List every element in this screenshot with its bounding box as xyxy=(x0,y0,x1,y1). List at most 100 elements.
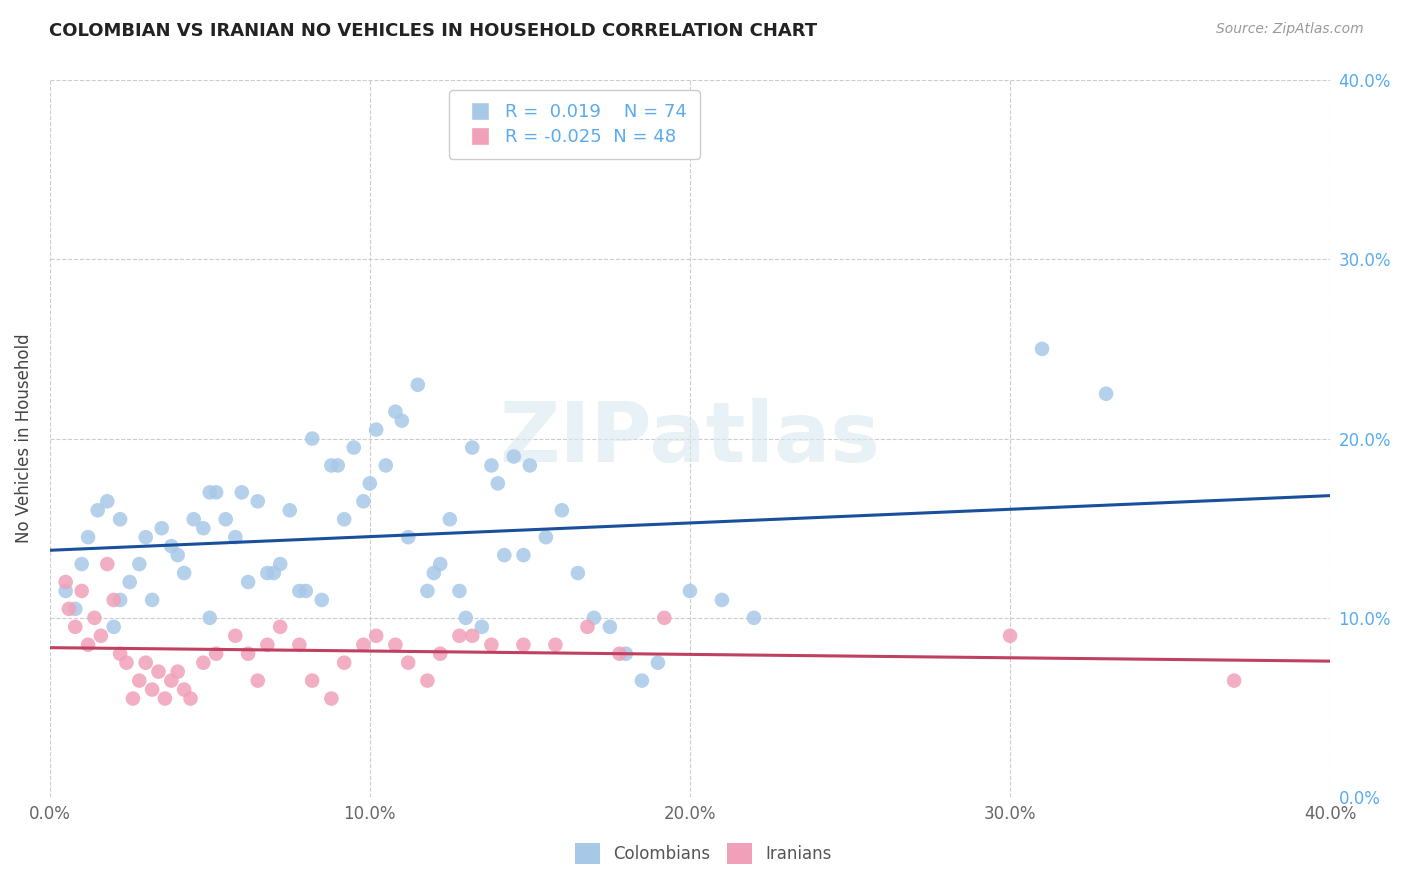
Point xyxy=(108,647,131,661)
Point xyxy=(471,620,494,634)
Point xyxy=(153,691,176,706)
Point xyxy=(512,548,534,562)
Point xyxy=(326,458,349,473)
Point xyxy=(269,620,291,634)
Point xyxy=(246,494,269,508)
Point xyxy=(288,638,311,652)
Point xyxy=(231,485,253,500)
Point xyxy=(1223,673,1246,688)
Point xyxy=(128,673,150,688)
Point xyxy=(449,629,471,643)
Point xyxy=(65,620,87,634)
Point xyxy=(609,647,631,661)
Point xyxy=(77,530,100,544)
Point xyxy=(135,656,157,670)
Point xyxy=(103,593,125,607)
Point xyxy=(429,647,451,661)
Point xyxy=(416,673,439,688)
Point xyxy=(449,584,471,599)
Point xyxy=(122,691,145,706)
Point xyxy=(58,602,80,616)
Point xyxy=(55,574,77,589)
Point xyxy=(652,611,675,625)
Point xyxy=(576,620,599,634)
Point xyxy=(391,414,413,428)
Point xyxy=(256,638,278,652)
Point xyxy=(396,656,419,670)
Point xyxy=(998,629,1021,643)
Point xyxy=(333,512,356,526)
Point xyxy=(567,566,589,580)
Point xyxy=(647,656,669,670)
Text: Source: ZipAtlas.com: Source: ZipAtlas.com xyxy=(1216,22,1364,37)
Point xyxy=(118,574,141,589)
Point xyxy=(141,593,163,607)
Point xyxy=(454,611,477,625)
Point xyxy=(461,441,484,455)
Point xyxy=(173,566,195,580)
Point xyxy=(614,647,637,661)
Point xyxy=(263,566,285,580)
Point xyxy=(321,691,343,706)
Point xyxy=(135,530,157,544)
Point xyxy=(236,574,259,589)
Point xyxy=(534,530,557,544)
Point xyxy=(55,584,77,599)
Point xyxy=(205,485,228,500)
Point xyxy=(544,638,567,652)
Point xyxy=(160,539,183,553)
Text: COLOMBIAN VS IRANIAN NO VEHICLES IN HOUSEHOLD CORRELATION CHART: COLOMBIAN VS IRANIAN NO VEHICLES IN HOUS… xyxy=(49,22,817,40)
Point xyxy=(423,566,446,580)
Point xyxy=(333,656,356,670)
Point xyxy=(150,521,173,535)
Point xyxy=(198,485,221,500)
Point xyxy=(70,584,93,599)
Point xyxy=(343,441,366,455)
Point xyxy=(294,584,316,599)
Point xyxy=(224,530,246,544)
Point xyxy=(481,458,503,473)
Point xyxy=(141,682,163,697)
Point xyxy=(128,557,150,571)
Point xyxy=(359,476,381,491)
Point xyxy=(439,512,461,526)
Point xyxy=(384,405,406,419)
Point xyxy=(366,423,388,437)
Point xyxy=(494,548,516,562)
Point xyxy=(352,494,374,508)
Point xyxy=(224,629,246,643)
Legend: Colombians, Iranians: Colombians, Iranians xyxy=(568,837,838,871)
Point xyxy=(173,682,195,697)
Point xyxy=(582,611,605,625)
Point xyxy=(631,673,654,688)
Point xyxy=(278,503,301,517)
Point xyxy=(502,450,524,464)
Point xyxy=(70,557,93,571)
Point xyxy=(205,647,228,661)
Point xyxy=(481,638,503,652)
Point xyxy=(406,377,429,392)
Point xyxy=(396,530,419,544)
Point xyxy=(160,673,183,688)
Point xyxy=(416,584,439,599)
Y-axis label: No Vehicles in Household: No Vehicles in Household xyxy=(15,334,32,543)
Point xyxy=(65,602,87,616)
Point xyxy=(246,673,269,688)
Point xyxy=(236,647,259,661)
Point xyxy=(166,548,188,562)
Point xyxy=(193,521,215,535)
Point xyxy=(115,656,138,670)
Point xyxy=(366,629,388,643)
Point xyxy=(183,512,205,526)
Point xyxy=(269,557,291,571)
Point xyxy=(461,629,484,643)
Point xyxy=(193,656,215,670)
Point xyxy=(83,611,105,625)
Point xyxy=(77,638,100,652)
Point xyxy=(288,584,311,599)
Point xyxy=(96,557,118,571)
Point xyxy=(519,458,541,473)
Point xyxy=(301,673,323,688)
Point xyxy=(512,638,534,652)
Point xyxy=(198,611,221,625)
